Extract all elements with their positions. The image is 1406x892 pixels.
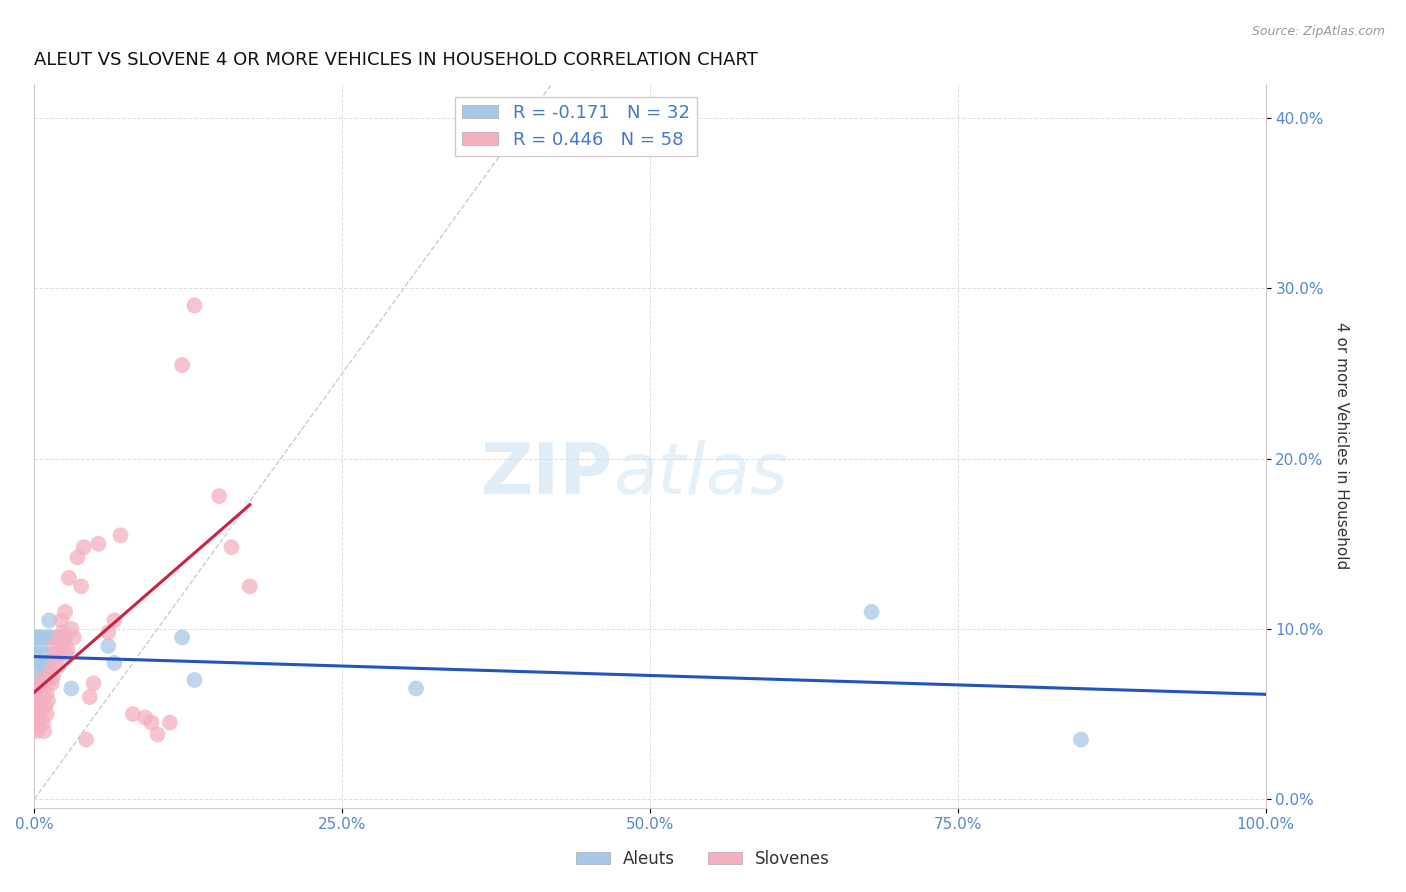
Point	[28, 710, 51, 724]
Point	[42, 648, 65, 662]
Point	[24, 648, 46, 662]
Point	[25, 706, 48, 721]
Point	[30, 681, 52, 696]
Legend: Aleuts, Slovenes: Aleuts, Slovenes	[569, 844, 837, 875]
Point	[208, 489, 231, 503]
Point	[56, 642, 79, 657]
Text: Source: ZipAtlas.com: Source: ZipAtlas.com	[1251, 25, 1385, 38]
Point	[97, 625, 120, 640]
Point	[32, 715, 55, 730]
Point	[28, 690, 51, 704]
Point	[183, 298, 205, 312]
Point	[34, 673, 56, 687]
Point	[30, 704, 52, 718]
Point	[82, 676, 104, 690]
Point	[31, 681, 53, 696]
Point	[35, 687, 58, 701]
Text: ZIP: ZIP	[481, 441, 613, 509]
Point	[34, 698, 56, 713]
Point	[146, 727, 169, 741]
Point	[30, 639, 52, 653]
Point	[25, 724, 48, 739]
Point	[25, 631, 48, 645]
Point	[60, 681, 83, 696]
Point	[35, 656, 58, 670]
Point	[239, 579, 262, 593]
Point	[141, 715, 163, 730]
Point	[38, 673, 60, 687]
Point	[87, 537, 110, 551]
Point	[172, 631, 194, 645]
Point	[66, 550, 89, 565]
Point	[31, 693, 53, 707]
Point	[53, 631, 76, 645]
Point	[25, 681, 48, 696]
Point	[183, 673, 205, 687]
Point	[103, 614, 125, 628]
Point	[58, 571, 80, 585]
Point	[110, 528, 132, 542]
Point	[37, 631, 59, 645]
Point	[55, 648, 77, 662]
Point	[70, 579, 93, 593]
Point	[172, 358, 194, 372]
Point	[405, 681, 427, 696]
Legend: R = -0.171   N = 32, R = 0.446   N = 58: R = -0.171 N = 32, R = 0.446 N = 58	[456, 96, 697, 156]
Point	[62, 631, 84, 645]
Point	[24, 715, 46, 730]
Point	[37, 693, 59, 707]
Point	[97, 639, 120, 653]
Point	[31, 673, 53, 687]
Point	[103, 656, 125, 670]
Point	[30, 673, 52, 687]
Point	[35, 706, 58, 721]
Point	[60, 622, 83, 636]
Point	[27, 656, 49, 670]
Point	[51, 631, 73, 645]
Point	[32, 665, 55, 679]
Point	[860, 605, 883, 619]
Point	[159, 715, 181, 730]
Point	[31, 656, 53, 670]
Point	[28, 665, 51, 679]
Point	[32, 648, 55, 662]
Point	[42, 639, 65, 653]
Point	[51, 614, 73, 628]
Point	[134, 710, 156, 724]
Point	[39, 665, 62, 679]
Point	[48, 631, 70, 645]
Point	[32, 724, 55, 739]
Point	[49, 642, 72, 657]
Point	[46, 659, 69, 673]
Point	[32, 676, 55, 690]
Text: ALEUT VS SLOVENE 4 OR MORE VEHICLES IN HOUSEHOLD CORRELATION CHART: ALEUT VS SLOVENE 4 OR MORE VEHICLES IN H…	[34, 51, 758, 69]
Point	[45, 631, 67, 645]
Point	[38, 614, 60, 628]
Point	[53, 605, 76, 619]
Point	[52, 635, 75, 649]
Y-axis label: 4 or more Vehicles in Household: 4 or more Vehicles in Household	[1334, 322, 1348, 569]
Point	[79, 690, 101, 704]
Text: atlas: atlas	[613, 441, 787, 509]
Point	[45, 648, 67, 662]
Point	[221, 540, 243, 554]
Point	[41, 676, 63, 690]
Point	[27, 721, 49, 735]
Point	[75, 732, 97, 747]
Point	[122, 706, 145, 721]
Point	[39, 631, 62, 645]
Point	[1070, 732, 1092, 747]
Point	[32, 687, 55, 701]
Point	[44, 652, 66, 666]
Point	[32, 631, 55, 645]
Point	[48, 648, 70, 662]
Point	[72, 540, 94, 554]
Point	[27, 698, 49, 713]
Point	[42, 670, 65, 684]
Point	[27, 690, 49, 704]
Point	[52, 625, 75, 640]
Point	[28, 631, 51, 645]
